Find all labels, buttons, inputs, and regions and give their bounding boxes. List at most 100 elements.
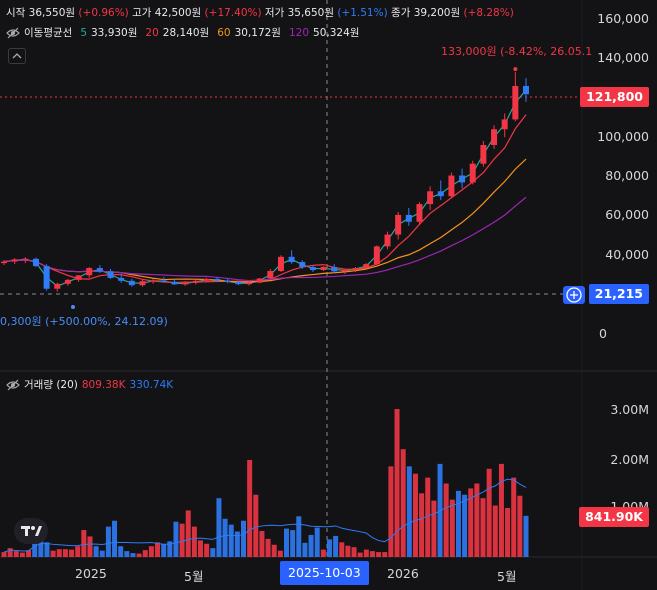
time-tick: 2026 <box>387 566 419 581</box>
candle-body <box>32 258 39 267</box>
volume-bar <box>50 550 56 557</box>
candle-body <box>491 129 498 145</box>
candle-body <box>309 267 316 271</box>
ma120-line <box>3 196 527 282</box>
last-price-tag: 121,800 <box>580 87 649 107</box>
volume-bar <box>492 505 498 557</box>
volume-bar <box>185 510 191 557</box>
candle-body <box>224 280 231 283</box>
volume-bar <box>210 548 216 557</box>
candle-body <box>246 282 253 285</box>
eye-icon[interactable] <box>6 379 20 391</box>
moving-averages <box>3 89 527 287</box>
high-value: 42,500원 <box>154 7 202 19</box>
volume-bar <box>124 551 130 557</box>
volume-bar <box>480 498 486 557</box>
volume-bar <box>142 550 148 557</box>
volume-bar <box>253 494 259 557</box>
ma60-period: 60 <box>217 26 231 39</box>
volume-tick: 2.00M <box>610 452 649 467</box>
candle-body <box>118 277 125 281</box>
ma20-line <box>3 114 527 284</box>
candle-body <box>384 234 391 247</box>
low-annotation: 0,300원 (+500.00%, 24.12.09) <box>0 315 168 328</box>
price-tick: 140,000 <box>597 50 649 65</box>
volume-bar <box>462 494 468 557</box>
volume-bar <box>173 521 179 557</box>
candle-body <box>75 275 82 280</box>
candle-body <box>182 282 189 285</box>
price-tick: 40,000 <box>605 247 649 262</box>
ma-legend-title: 이동평균선 <box>24 27 73 39</box>
volume-bar <box>112 520 118 557</box>
low-label: 저가 <box>264 7 285 19</box>
volume-bar <box>296 516 302 557</box>
volume-bar <box>69 549 75 557</box>
price-tick: 60,000 <box>605 207 649 222</box>
tradingview-logo[interactable] <box>14 518 48 544</box>
volume-bar <box>7 548 13 557</box>
moving-average-legend[interactable]: 이동평균선 5 33,930원 20 28,140원 60 30,172원 12… <box>6 25 359 40</box>
candle-body <box>288 256 295 263</box>
open-value: 36,550원 <box>28 7 76 19</box>
eye-icon[interactable] <box>6 27 20 39</box>
volume-bar <box>486 468 492 557</box>
candle-body <box>427 191 434 205</box>
volume-bar <box>326 539 332 557</box>
volume-bar <box>155 542 161 557</box>
low-marker <box>71 305 75 309</box>
candle-body <box>352 268 359 270</box>
candle-body <box>448 175 455 197</box>
volume-bar <box>498 463 504 557</box>
volume-bar <box>93 546 99 557</box>
volume-bar <box>259 531 265 557</box>
last-volume-tag: 841.90K <box>579 507 649 527</box>
volume-bar <box>87 536 93 557</box>
ma120-value: 50,324원 <box>313 27 360 39</box>
candle-body <box>150 280 157 282</box>
volume-bars <box>1 409 529 557</box>
ma5-value: 33,930원 <box>91 27 138 39</box>
candle-body <box>416 204 423 222</box>
volume-ma-line <box>3 478 527 553</box>
ma60-line <box>3 158 527 283</box>
add-alert-button[interactable] <box>563 286 585 304</box>
ma120-period: 120 <box>288 26 310 39</box>
volume-bar <box>81 530 87 557</box>
candle-body <box>1 261 7 264</box>
candle-body <box>235 282 242 285</box>
volume-bar <box>388 466 394 557</box>
collapse-legend-button[interactable] <box>8 48 26 64</box>
candle-body <box>469 163 476 183</box>
time-tick: 5월 <box>184 569 204 584</box>
volume-bar <box>198 540 204 557</box>
candle-body <box>459 175 466 183</box>
candle-body <box>43 266 50 289</box>
close-change: (+8.28%) <box>463 7 514 19</box>
volume-bar <box>474 483 480 557</box>
volume-bar <box>363 549 369 557</box>
high-change: (+17.40%) <box>204 7 262 19</box>
crosshair-date-tag: 2025-10-03 <box>280 561 369 585</box>
volume-bar <box>277 550 283 557</box>
candle-body <box>256 278 263 283</box>
ohlc-legend: 시작 36,550원 (+0.96%) 고가 42,500원 (+17.40%)… <box>6 5 514 20</box>
volume-bar <box>523 515 529 557</box>
volume-bar <box>56 549 62 557</box>
candles <box>1 72 529 292</box>
volume-legend[interactable]: 거래량 (20) 809.38K 330.74K <box>6 377 173 392</box>
ma60-value: 30,172원 <box>234 27 281 39</box>
volume-bar <box>345 545 351 557</box>
volume-bar <box>241 520 247 557</box>
chevron-up-icon <box>12 53 22 59</box>
volume-bar <box>455 490 461 557</box>
candle-body <box>171 281 178 285</box>
volume-bar <box>204 543 210 557</box>
volume-bar <box>130 553 136 557</box>
candle-body <box>214 278 221 281</box>
candle-body <box>331 267 338 272</box>
candle-body <box>96 268 103 272</box>
volume-bar <box>320 549 326 557</box>
volume-bar <box>302 542 308 557</box>
